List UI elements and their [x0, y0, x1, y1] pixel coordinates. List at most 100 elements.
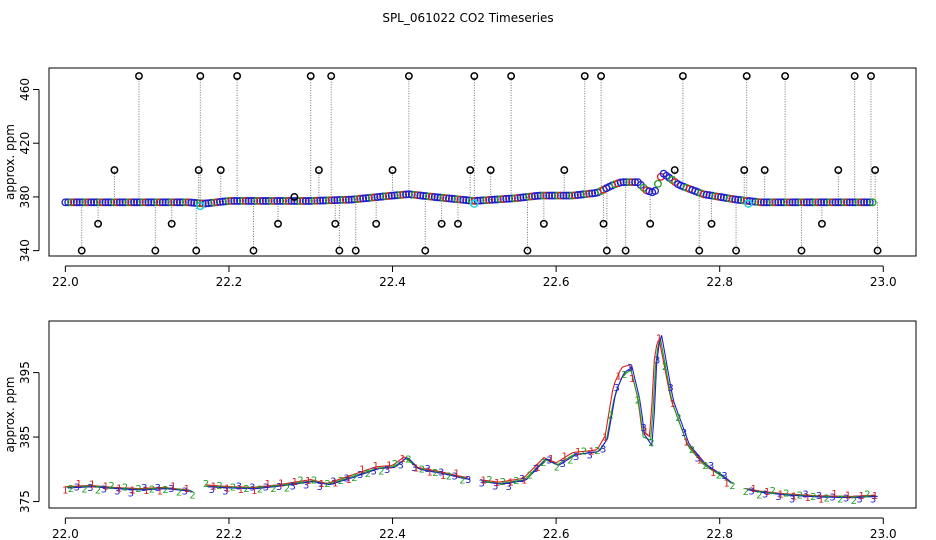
trace-point: [516, 193, 525, 202]
trace-point: [364, 193, 373, 202]
trace-point: [728, 195, 737, 203]
series-marker-1: 1: [669, 399, 675, 410]
series-marker-1: 1: [508, 477, 514, 488]
series-marker-1: 1: [427, 468, 433, 479]
series-marker-1: 1: [710, 468, 716, 479]
spike-point: [388, 166, 397, 175]
trace-point: [273, 196, 282, 205]
trace-point: [190, 198, 199, 207]
trace-point: [278, 196, 287, 205]
series-marker-1: 1: [292, 477, 298, 488]
trace-point: [147, 198, 156, 207]
top-y-axis-label: approx. ppm: [3, 124, 17, 200]
trace-point: [382, 192, 390, 201]
series-marker-3: 3: [398, 460, 404, 471]
trace-point: [719, 193, 728, 202]
series-marker-1: 1: [413, 464, 419, 475]
series-marker-1: 1: [373, 461, 379, 472]
figure-title: SPL_061022 CO2 Timeseries: [382, 11, 553, 25]
trace-point: [791, 198, 800, 207]
series-marker-2: 2: [486, 475, 492, 486]
trace-point: [236, 196, 244, 205]
trace-point: [450, 195, 459, 203]
trace-point: [319, 196, 327, 205]
series-marker-2: 2: [257, 484, 263, 495]
trace-point: [722, 194, 731, 203]
top-x-tick-label: 22.8: [706, 275, 733, 289]
spike-point: [470, 72, 479, 81]
top-panel-plot: 22.0 22.2 22.4 22.6 22.8 23.0 340 380 420 460 appr…: [3, 67, 917, 289]
series-marker-2: 2: [810, 492, 816, 503]
spike-point: [742, 72, 751, 81]
trace-point: [754, 198, 763, 206]
bottom-x-tick-label: 22.8: [706, 527, 733, 540]
series-marker-2: 2: [419, 464, 425, 475]
series-marker-2: 2: [594, 446, 600, 457]
trace-point: [548, 191, 556, 200]
trace-point: [419, 191, 428, 200]
series-marker-2: 2: [743, 487, 749, 498]
trace-point: [868, 198, 877, 207]
series-marker-2: 2: [621, 370, 627, 381]
series-marker-3: 3: [627, 363, 633, 374]
series-marker-2: 2: [176, 487, 182, 498]
trace-point: [842, 198, 851, 207]
bottom-y-axis-label: approx. ppm: [3, 377, 17, 453]
trace-point: [264, 196, 273, 205]
series-marker-3: 3: [317, 482, 323, 493]
trace-point: [299, 196, 307, 205]
bottom-x-tick-label: 23.0: [870, 527, 897, 540]
trace-point: [840, 198, 848, 207]
series-marker-2: 2: [446, 472, 452, 483]
spike-point: [873, 246, 882, 255]
trace-point: [153, 198, 161, 207]
trace-point: [424, 192, 433, 201]
trace-point: [765, 198, 774, 207]
series-marker-1: 1: [589, 447, 595, 458]
series-marker-3: 3: [276, 482, 282, 493]
series-marker-3: 3: [465, 475, 471, 486]
series-marker-2: 2: [149, 485, 155, 496]
series-marker-1: 1: [386, 461, 392, 472]
trace-point: [462, 196, 471, 205]
trace-point: [525, 192, 534, 201]
series-marker-2: 2: [567, 455, 573, 466]
trace-point: [121, 198, 130, 207]
trace-point: [834, 198, 843, 207]
series-marker-2: 2: [81, 484, 87, 495]
trace-point: [539, 191, 548, 200]
trace-point: [107, 198, 116, 207]
trace-point: [825, 198, 834, 207]
series-marker-1: 1: [62, 486, 68, 497]
series-marker-2: 2: [716, 470, 722, 481]
trace-point: [562, 191, 571, 200]
spike-point: [194, 166, 203, 175]
trace-point: [653, 179, 662, 188]
series-marker-3: 3: [600, 444, 606, 455]
spike-point: [580, 72, 589, 81]
flag-point: [470, 199, 479, 208]
trace-point: [61, 198, 70, 207]
series-marker-3: 3: [681, 428, 687, 439]
trace-point: [210, 198, 219, 207]
spike-point: [233, 72, 242, 81]
trace-point: [141, 198, 150, 207]
trace-point: [72, 198, 81, 207]
trace-point: [301, 196, 310, 205]
trace-point: [845, 198, 854, 207]
trace-point: [230, 196, 239, 205]
trace-point: [782, 198, 791, 207]
trace-point: [487, 195, 496, 204]
series-marker-3: 3: [748, 486, 754, 497]
trace-point: [762, 198, 771, 207]
series-marker-1: 1: [804, 493, 810, 504]
series-marker-3: 3: [411, 463, 417, 474]
trace-point: [422, 192, 431, 201]
trace-point: [436, 193, 445, 202]
series-marker-1: 1: [278, 478, 284, 489]
series-marker-1: 1: [615, 372, 621, 383]
trace-point: [215, 197, 224, 206]
series-marker-2: 2: [540, 458, 546, 469]
trace-point: [250, 196, 259, 205]
trace-point: [559, 191, 568, 200]
